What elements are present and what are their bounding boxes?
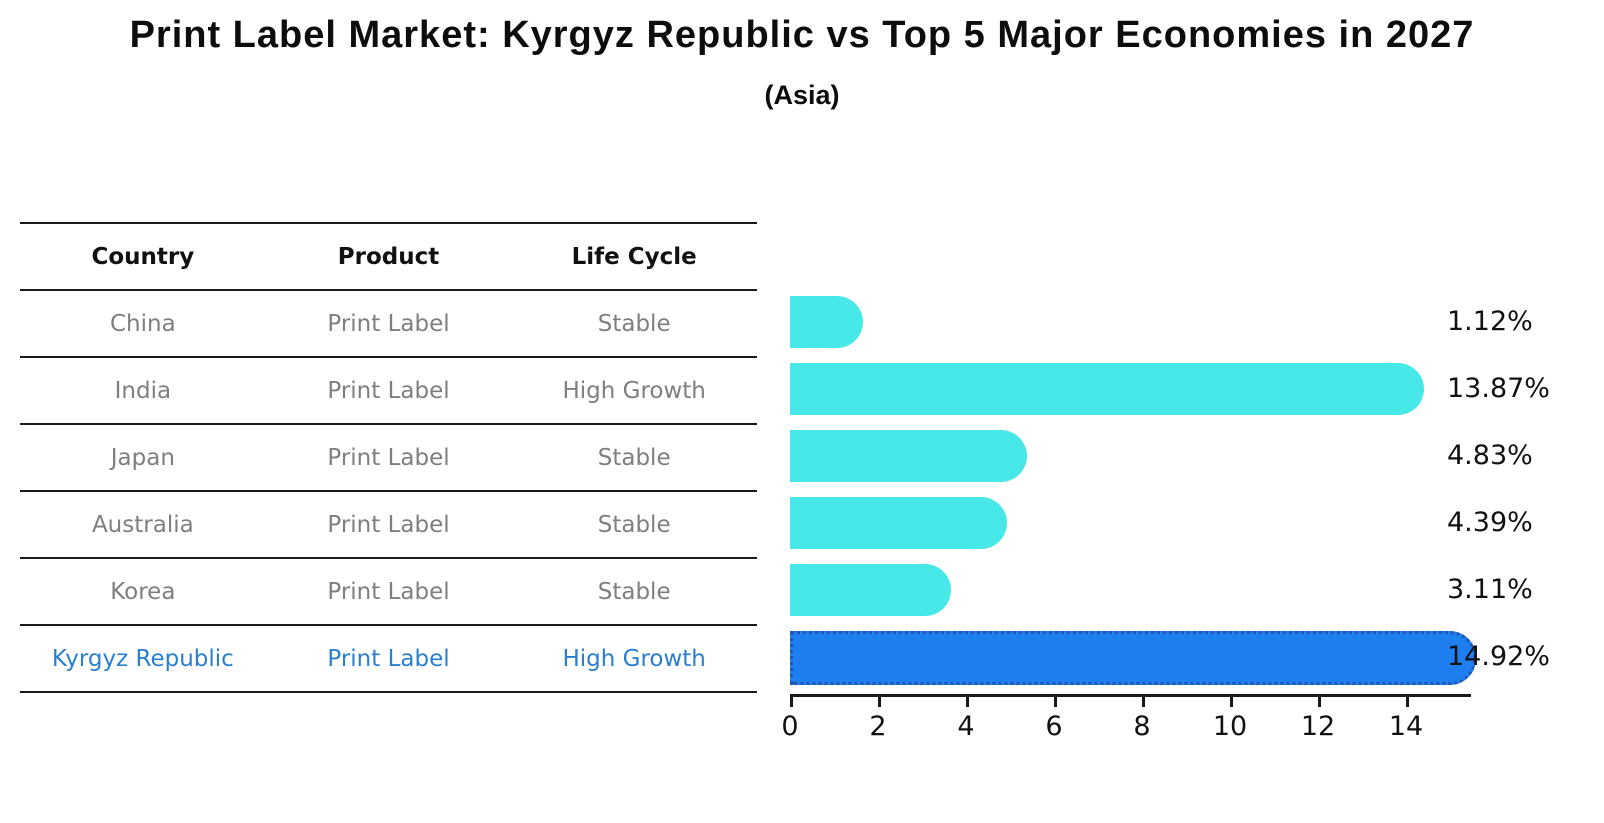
bar	[790, 564, 951, 616]
column-header-product: Product	[337, 243, 440, 270]
x-tick-label: 4	[957, 711, 975, 742]
bar	[790, 430, 1027, 482]
country-cell: China	[109, 310, 176, 337]
column-header-life-cycle: Life Cycle	[571, 243, 697, 270]
x-tick-mark	[790, 697, 793, 707]
product-cell: Print Label	[327, 578, 450, 605]
bar-value-label: 3.11%	[1447, 574, 1533, 605]
bar-value-label: 13.87%	[1447, 373, 1550, 404]
x-tick-label: 10	[1212, 711, 1248, 742]
chart-subtitle: (Asia)	[764, 80, 840, 110]
x-tick-label: 12	[1300, 711, 1336, 742]
bar-value-label: 1.12%	[1447, 306, 1533, 337]
life-cycle-cell: Stable	[597, 578, 671, 605]
life-cycle-cell: Stable	[597, 511, 671, 538]
product-cell: Print Label	[327, 310, 450, 337]
table-row: Kyrgyz Republic Print Label High Growth	[20, 626, 757, 693]
life-cycle-cell: Stable	[597, 310, 671, 337]
country-cell: Korea	[110, 578, 176, 605]
x-tick-mark	[1230, 697, 1233, 707]
product-cell: Print Label	[327, 444, 450, 471]
x-tick-mark	[966, 697, 969, 707]
life-cycle-cell: High Growth	[562, 645, 706, 672]
country-cell: Japan	[110, 444, 175, 471]
bar-value-label: 4.83%	[1447, 440, 1533, 471]
x-tick-label: 2	[869, 711, 887, 742]
bar-value-label: 14.92%	[1447, 641, 1550, 672]
table-row: Australia Print Label Stable	[20, 492, 757, 559]
x-tick-label: 6	[1045, 711, 1063, 742]
table-row: Korea Print Label Stable	[20, 559, 757, 626]
product-cell: Print Label	[327, 377, 450, 404]
bar-highlight	[790, 631, 1476, 685]
x-tick-mark	[1142, 697, 1145, 707]
bar-value-label: 4.39%	[1447, 507, 1533, 538]
x-tick-mark	[878, 697, 881, 707]
product-cell: Print Label	[327, 511, 450, 538]
x-tick-label: 8	[1133, 711, 1151, 742]
bar	[790, 363, 1424, 415]
country-cell: India	[114, 377, 172, 404]
life-cycle-cell: Stable	[597, 444, 671, 471]
country-table: Country Product Life Cycle China Print La…	[20, 222, 757, 693]
table-body: China Print Label Stable India Print Label Hi…	[20, 291, 757, 693]
x-axis-line	[790, 694, 1471, 697]
table-row: India Print Label High Growth	[20, 358, 757, 425]
x-tick-mark	[1054, 697, 1057, 707]
chart-title: Print Label Market: Kyrgyz Republic vs T…	[129, 14, 1475, 56]
product-cell: Print Label	[327, 645, 450, 672]
country-cell: Kyrgyz Republic	[51, 645, 234, 672]
x-tick-mark	[1406, 697, 1409, 707]
table-header-row: Country Product Life Cycle	[20, 222, 757, 291]
bar	[790, 296, 863, 348]
x-tick-label: 0	[781, 711, 799, 742]
x-tick-label: 14	[1388, 711, 1424, 742]
table-row: Japan Print Label Stable	[20, 425, 757, 492]
table-row: China Print Label Stable	[20, 291, 757, 358]
life-cycle-cell: High Growth	[562, 377, 706, 404]
column-header-country: Country	[91, 243, 195, 270]
bar	[790, 497, 1007, 549]
x-tick-mark	[1318, 697, 1321, 707]
country-cell: Australia	[91, 511, 194, 538]
